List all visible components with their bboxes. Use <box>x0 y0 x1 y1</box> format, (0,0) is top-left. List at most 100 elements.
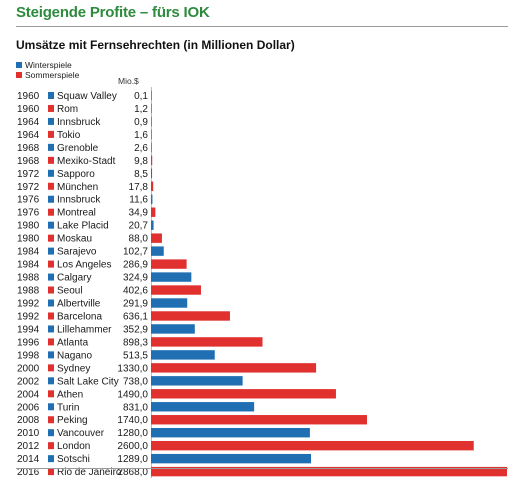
legend-item-winter: Winterspiele <box>16 60 79 70</box>
legend-label-winter: Winterspiele <box>25 60 72 70</box>
bar-winter <box>151 116 152 127</box>
bottom-rule <box>16 468 508 469</box>
row-year: 1992 <box>17 299 40 310</box>
data-label: 34,9 <box>129 208 149 219</box>
row-year: 2002 <box>17 376 40 387</box>
bar-winter <box>151 376 243 386</box>
row-marker-winter <box>48 195 54 203</box>
data-label: 352,9 <box>123 324 148 335</box>
row-marker-winter <box>48 403 54 411</box>
row-year: 2014 <box>17 454 40 465</box>
row-marker-summer <box>48 234 54 242</box>
bar-winter <box>151 453 312 464</box>
row-marker-winter <box>48 377 54 385</box>
bar-summer <box>151 129 152 140</box>
row-year: 1988 <box>17 273 40 284</box>
data-label: 8,5 <box>134 169 148 180</box>
row-marker-winter <box>48 273 54 281</box>
row-marker-summer <box>48 390 54 398</box>
data-label: 2600,0 <box>117 441 148 452</box>
bar-summer <box>151 466 507 477</box>
row-city: Turin <box>57 402 79 413</box>
data-label: 20,7 <box>129 221 149 232</box>
bar-winter <box>151 220 154 230</box>
bar-winter <box>151 90 152 101</box>
row-marker-winter <box>48 117 54 125</box>
row-city: Squaw Valley <box>57 91 117 102</box>
bar-summer <box>151 181 154 191</box>
data-label: 1740,0 <box>117 415 148 426</box>
data-label: 88,0 <box>129 234 149 245</box>
row-year: 2006 <box>17 402 40 413</box>
row-year: 1984 <box>17 260 40 271</box>
row-city: Sydney <box>57 363 90 374</box>
bar-winter <box>151 246 164 256</box>
unit-label: Mio.$ <box>118 76 139 86</box>
data-label: 11,6 <box>129 195 148 206</box>
row-year: 1980 <box>17 234 40 245</box>
bar-summer <box>151 440 474 451</box>
row-marker-winter <box>48 351 54 359</box>
data-label: 898,3 <box>123 337 148 348</box>
data-label: 738,0 <box>123 376 148 387</box>
row-year: 2016 <box>17 467 40 478</box>
row-marker-winter <box>48 429 54 437</box>
row-city: Moskau <box>57 234 92 245</box>
data-label: 402,6 <box>123 286 148 297</box>
legend: Winterspiele Sommerspiele <box>16 60 79 80</box>
bar-winter <box>151 402 255 412</box>
row-marker-winter <box>48 247 54 255</box>
row-year: 1972 <box>17 182 40 193</box>
data-label: 9,8 <box>134 156 148 167</box>
row-marker-summer <box>48 260 54 268</box>
row-city: Sapporo <box>57 169 95 180</box>
row-year: 1968 <box>17 156 40 167</box>
row-marker-winter <box>48 325 54 333</box>
row-marker-summer <box>48 312 54 320</box>
row-city: Calgary <box>57 273 91 284</box>
bar-summer <box>151 259 187 269</box>
row-marker-summer <box>48 182 54 190</box>
row-marker-winter <box>48 299 54 307</box>
data-label: 102,7 <box>123 247 148 258</box>
row-year: 1980 <box>17 221 40 232</box>
bar-summer <box>151 363 317 373</box>
bar-summer <box>151 103 152 114</box>
row-marker-winter <box>48 143 54 151</box>
row-year: 1972 <box>17 169 40 180</box>
bar-summer <box>151 155 153 166</box>
row-city: Athen <box>57 389 83 400</box>
row-city: Vancouver <box>57 428 105 439</box>
bar-summer <box>151 337 263 347</box>
row-city: Barcelona <box>57 311 102 322</box>
data-label: 636,1 <box>123 311 148 322</box>
row-year: 2008 <box>17 415 40 426</box>
row-year: 1998 <box>17 350 40 361</box>
data-label: 286,9 <box>123 260 148 271</box>
data-label: 17,8 <box>129 182 149 193</box>
legend-label-summer: Sommerspiele <box>25 70 80 80</box>
row-marker-summer <box>48 468 54 476</box>
data-label: 1,6 <box>134 130 148 141</box>
bar-winter <box>151 298 188 308</box>
row-city: Seoul <box>57 286 83 297</box>
data-label: 0,9 <box>134 117 148 128</box>
row-city: Los Angeles <box>57 260 112 271</box>
bar-winter <box>151 272 192 282</box>
row-city: Lillehammer <box>57 324 112 335</box>
row-city: Nagano <box>57 350 92 361</box>
row-city: Montreal <box>57 208 96 219</box>
row-city: Atlanta <box>57 337 89 348</box>
row-year: 1964 <box>17 130 40 141</box>
row-city: Tokio <box>57 130 81 141</box>
top-rule <box>16 26 508 27</box>
data-label: 291,9 <box>123 299 148 310</box>
bar-summer <box>151 285 201 295</box>
row-marker-summer <box>48 364 54 372</box>
row-city: Innsbruck <box>57 117 101 128</box>
row-city: Salt Lake City <box>57 376 119 387</box>
row-marker-summer <box>48 156 54 164</box>
bar-winter <box>151 350 215 360</box>
row-city: Grenoble <box>57 143 99 154</box>
row-year: 1968 <box>17 143 40 154</box>
